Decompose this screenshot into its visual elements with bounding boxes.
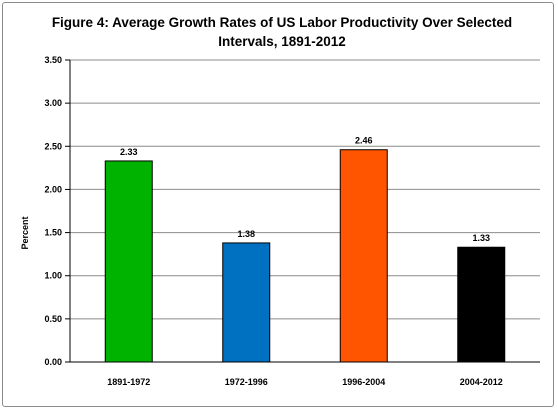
bar-2004-2012 (457, 246, 506, 363)
y-tick-label: 0.50 (44, 314, 62, 324)
labels: 0.00 0.50 1.00 1.50 2.00 2.50 3.00 3.50 2.33 1891… (44, 55, 502, 387)
y-tick-label: 0.00 (44, 357, 62, 367)
bar-1891-1972 (104, 160, 153, 363)
y-axis-title: Percent (20, 216, 30, 249)
bar-1972-1996 (222, 242, 271, 363)
x-tick-label: 2004-2012 (460, 377, 503, 387)
data-label: 1.38 (237, 229, 255, 239)
y-tick-label: 1.00 (44, 271, 62, 281)
axes (65, 59, 540, 363)
data-label: 2.46 (355, 136, 373, 146)
chart-title-line-1: Figure 4: Average Growth Rates of US Lab… (52, 15, 512, 30)
y-tick-label: 2.00 (44, 184, 62, 194)
bar-1996-2004 (339, 149, 388, 363)
y-tick-label: 3.00 (44, 98, 62, 108)
y-tick-label: 2.50 (44, 141, 62, 151)
data-label: 1.33 (472, 233, 490, 243)
data-label: 2.33 (120, 147, 138, 157)
chart-title-line-2: Intervals, 1891-2012 (218, 34, 346, 49)
y-tick-label: 3.50 (44, 55, 62, 65)
x-tick-label: 1891-1972 (107, 377, 150, 387)
bars (104, 149, 506, 363)
x-tick-label: 1972-1996 (225, 377, 268, 387)
x-tick-label: 1996-2004 (342, 377, 385, 387)
y-tick-label: 1.50 (44, 228, 62, 238)
